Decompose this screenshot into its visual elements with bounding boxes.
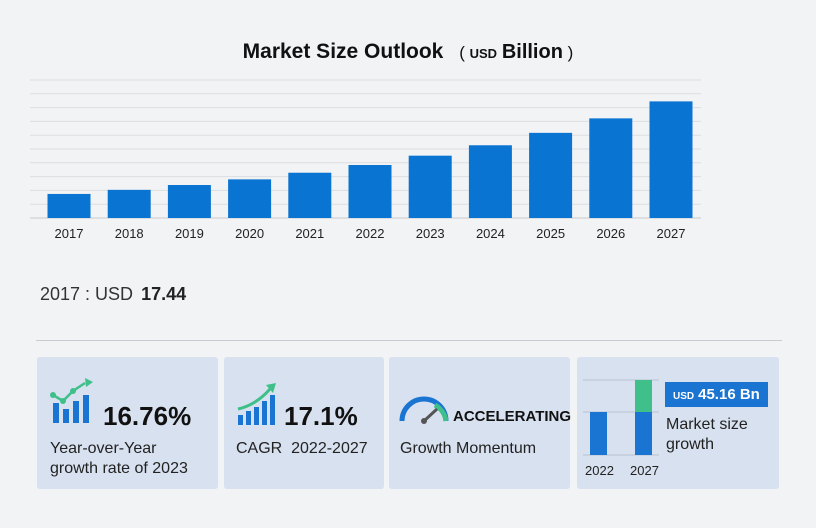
x-tick-label: 2021 [295, 226, 324, 241]
mini-bar-2027-base [635, 412, 652, 455]
mini-bar-2022 [590, 412, 607, 455]
market-size-card: 2022 2027 USD 45.16 Bn Market size growth [577, 357, 779, 489]
divider [36, 340, 782, 341]
mini-growth-chart [583, 379, 659, 456]
yoy-card: 16.76% Year-over-Year growth rate of 202… [37, 357, 218, 489]
yoy-label-1: Year-over-Year [50, 440, 157, 457]
bar-2025 [529, 132, 573, 218]
rising-chart-icon [237, 383, 276, 425]
base-year-value: 2017 : USD 17.44 [40, 284, 186, 305]
yoy-label-2: growth rate of 2023 [50, 460, 188, 477]
mini-year-end: 2027 [630, 463, 659, 478]
x-tick-label: 2020 [235, 226, 264, 241]
bar-2027 [649, 101, 693, 218]
momentum-card: ACCELERATING Growth Momentum [389, 357, 572, 489]
badge-currency: USD [673, 391, 695, 402]
x-tick-label: 2017 [55, 226, 84, 241]
bar-chart: 2017 2018 2019 2020 2021 2022 2023 2024 2025 2026… [30, 79, 701, 241]
base-value: 17.44 [141, 284, 187, 304]
bar-2017 [47, 193, 91, 218]
cagr-card: 17.1% CAGR 2022-2027 [224, 357, 384, 489]
cagr-value: 17.1% [284, 401, 358, 431]
bar-2019 [167, 185, 211, 218]
bar-2023 [408, 155, 452, 218]
x-tick-label: 2023 [416, 226, 445, 241]
title-unit: Billion [501, 41, 563, 63]
x-tick-label: 2025 [536, 226, 565, 241]
x-tick-label: 2019 [175, 226, 204, 241]
title-unit-group: ( USD Billion ) [459, 41, 574, 63]
title-main: Market Size Outlook [242, 40, 444, 63]
yoy-value: 16.76% [103, 401, 192, 431]
bar-2022 [348, 165, 392, 218]
momentum-value: ACCELERATING [453, 408, 572, 425]
title-close-paren: ) [567, 43, 574, 62]
x-tick-label: 2026 [596, 226, 625, 241]
title-currency: USD [469, 46, 498, 61]
x-tick-label: 2018 [115, 226, 144, 241]
badge-value: 45.16 Bn [698, 386, 760, 403]
bar-2024 [468, 145, 512, 218]
x-tick-label: 2022 [356, 226, 385, 241]
bar-2020 [228, 179, 272, 218]
chart-title: Market Size Outlook ( USD Billion ) [0, 40, 816, 64]
title-open-paren: ( [459, 43, 465, 62]
market-size-badge: USD 45.16 Bn [665, 382, 768, 407]
speedometer-icon [399, 396, 449, 424]
x-tick-label: 2027 [657, 226, 686, 241]
market-label-1: Market size [666, 416, 748, 433]
x-tick-label: 2024 [476, 226, 505, 241]
cagr-label: CAGR 2022-2027 [236, 440, 368, 457]
bar-2018 [107, 189, 151, 218]
bar-2021 [288, 172, 332, 218]
market-label-2: growth [666, 436, 715, 453]
mini-year-start: 2022 [585, 463, 614, 478]
mini-bar-2027-growth [635, 380, 652, 412]
base-label: 2017 : USD [40, 284, 134, 304]
momentum-label: Growth Momentum [400, 440, 537, 457]
bar-2026 [589, 118, 633, 218]
bar-growth-icon [50, 378, 93, 423]
